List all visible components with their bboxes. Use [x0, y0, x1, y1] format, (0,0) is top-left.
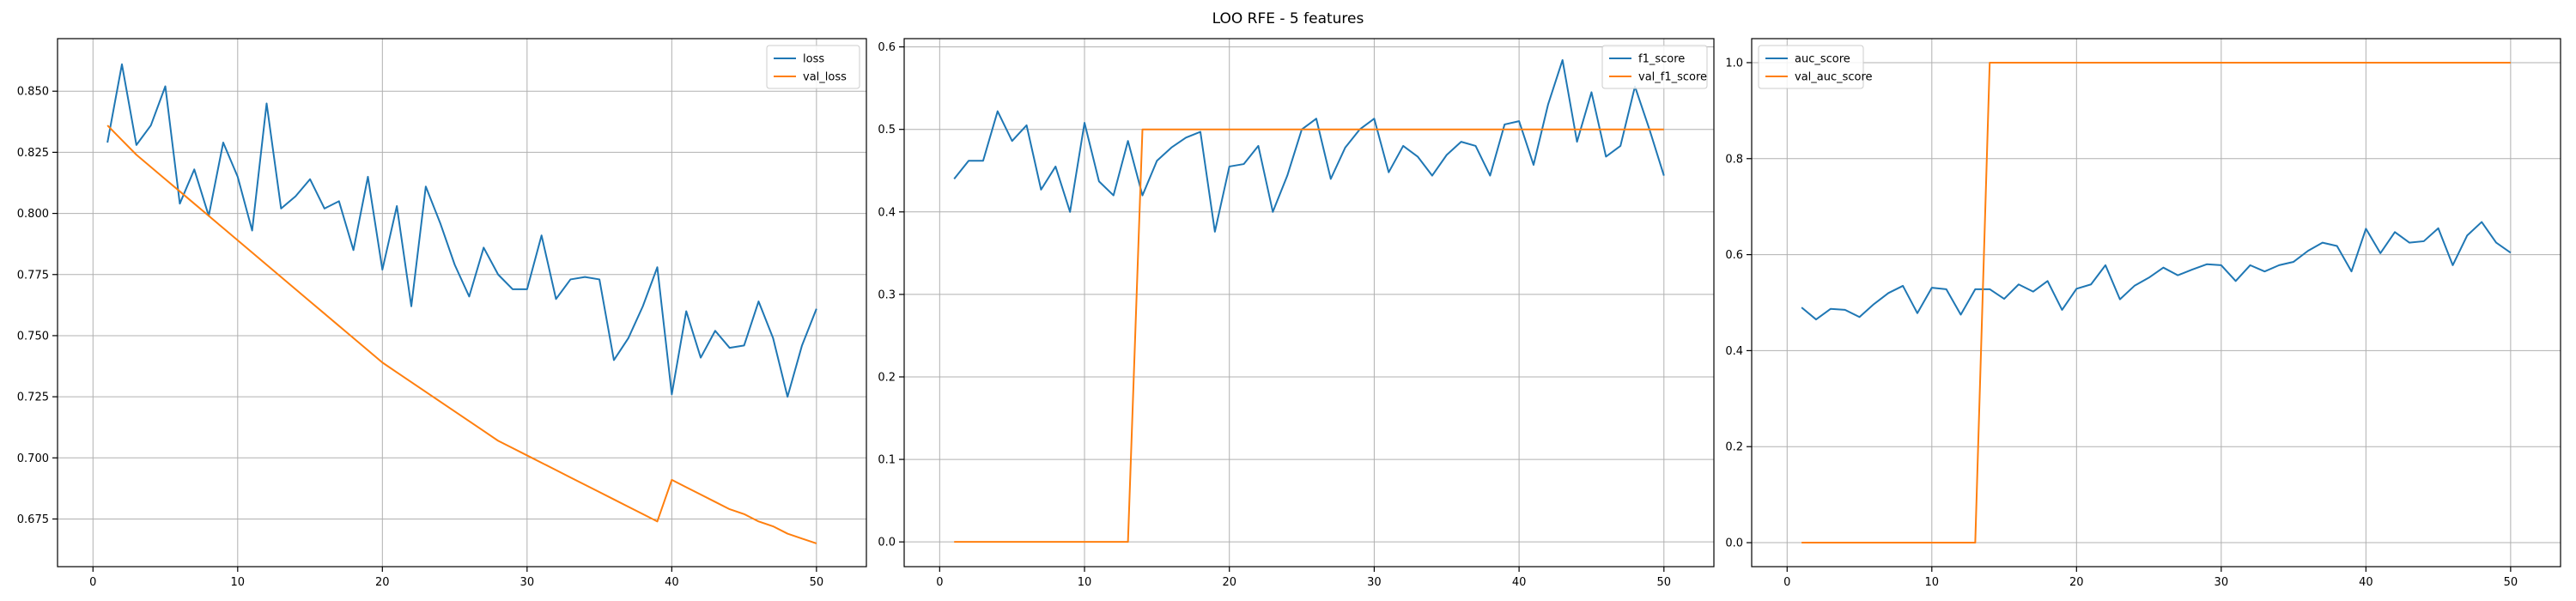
series-line-val-loss	[106, 124, 817, 544]
x-tick-label: 40	[665, 576, 679, 589]
y-tick-label: 0.5	[878, 124, 896, 137]
series-line-loss	[106, 63, 817, 398]
x-tick-label: 50	[1657, 576, 1672, 589]
x-tick-label: 20	[375, 576, 390, 589]
legend: auc_score val_auc_score	[1758, 45, 1873, 89]
y-tick-label: 0.4	[878, 206, 896, 219]
y-tick-label: 0.8	[1725, 153, 1743, 166]
legend-label-f1-score: f1_score	[1638, 53, 1685, 66]
y-tick-label: 0.825	[17, 147, 49, 160]
legend-box	[766, 45, 860, 89]
x-tick-label: 10	[231, 576, 246, 589]
grid	[1752, 39, 2561, 567]
x-tick-label: 0	[1783, 576, 1790, 589]
legend-label-val-loss: val_loss	[803, 71, 847, 84]
y-tick-label: 0.3	[878, 288, 896, 301]
legend: loss val_loss	[766, 45, 860, 89]
y-tick-label: 0.775	[17, 269, 49, 282]
x-tick-label: 40	[2359, 576, 2373, 589]
series-line-auc-score	[1801, 221, 2512, 321]
legend-label-val-auc-score: val_auc_score	[1795, 71, 1873, 84]
y-tick-label: 0.2	[878, 371, 896, 384]
y-tick-label: 0.1	[878, 454, 896, 467]
y-tick-label: 0.800	[17, 208, 49, 221]
legend-label-auc-score: auc_score	[1795, 53, 1850, 66]
series-line-val-f1-score	[954, 128, 1664, 543]
y-tick-label: 0.6	[1725, 249, 1743, 262]
legend: f1_score val_f1_score	[1601, 45, 1708, 89]
axes-frame	[57, 38, 867, 568]
x-tick-label: 30	[520, 576, 535, 589]
y-tick-label: 0.725	[17, 392, 49, 404]
y-tick-label: 0.750	[17, 330, 49, 343]
figure-title: LOO RFE - 5 features	[1212, 10, 1364, 27]
x-tick-label: 40	[1512, 576, 1527, 589]
legend-label-loss: loss	[803, 53, 824, 66]
grid	[904, 39, 1714, 567]
y-tick-label: 0.675	[17, 513, 49, 526]
y-tick-label: 0.850	[17, 86, 49, 99]
x-tick-label: 10	[1925, 576, 1940, 589]
x-tick-label: 30	[1367, 576, 1382, 589]
x-tick-label: 20	[1222, 576, 1236, 589]
legend-box	[1758, 45, 1864, 89]
x-tick-label: 0	[89, 576, 96, 589]
y-tick-label: 0.6	[878, 41, 896, 54]
y-tick-label: 0.4	[1725, 345, 1743, 358]
legend-label-val-f1-score: val_f1_score	[1638, 71, 1707, 84]
axes-frame	[1751, 38, 2561, 568]
axes-frame	[903, 38, 1715, 568]
legend-box	[1601, 45, 1708, 89]
x-tick-label: 50	[810, 576, 824, 589]
x-tick-label: 50	[2504, 576, 2518, 589]
x-tick-label: 10	[1078, 576, 1092, 589]
y-tick-label: 0.0	[1725, 537, 1743, 550]
x-tick-label: 20	[2069, 576, 2084, 589]
y-tick-label: 0.2	[1725, 441, 1743, 454]
y-tick-label: 0.700	[17, 452, 49, 465]
x-tick-label: 30	[2215, 576, 2229, 589]
series-line-val-auc-score	[1801, 61, 2511, 544]
series-line-f1-score	[953, 58, 1665, 233]
y-tick-label: 1.0	[1725, 57, 1743, 70]
x-tick-label: 0	[936, 576, 943, 589]
grid	[58, 39, 866, 567]
y-tick-label: 0.0	[878, 537, 896, 549]
